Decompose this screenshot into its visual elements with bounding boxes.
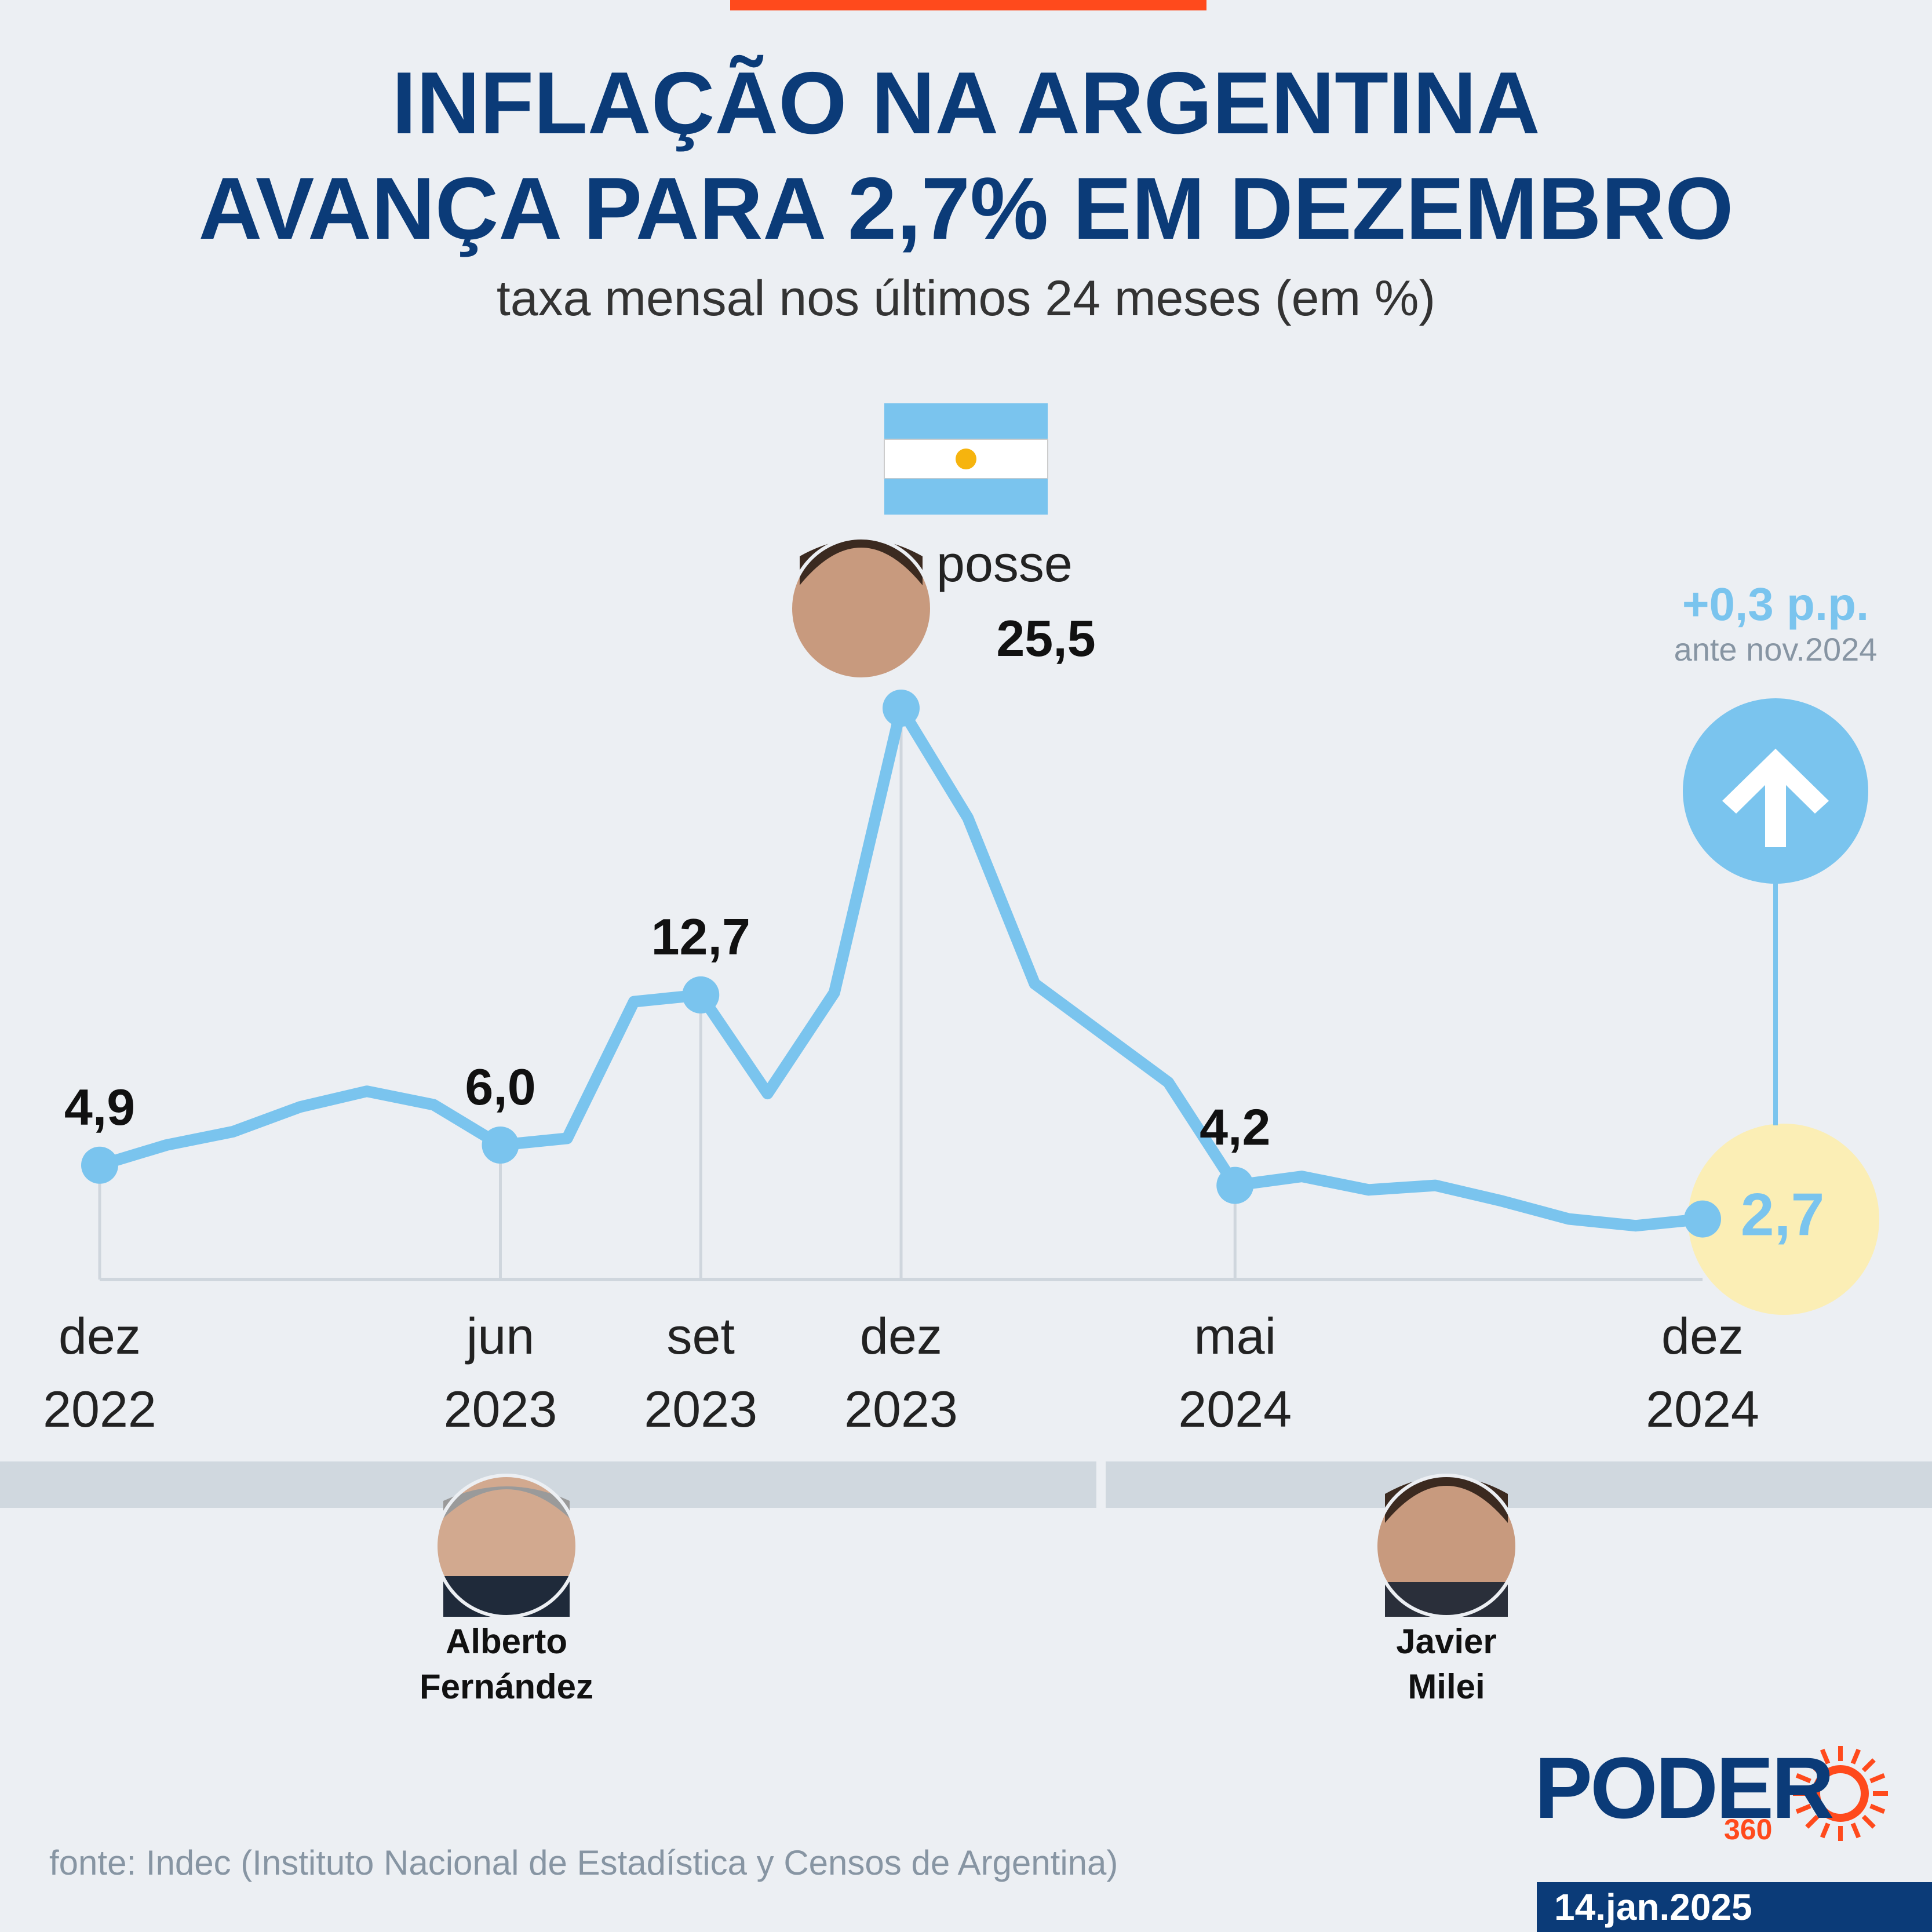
- tick-label-year: 2022: [43, 1380, 156, 1438]
- tick-label-month: dez: [860, 1307, 942, 1365]
- sun-ray: [1869, 1803, 1886, 1814]
- drop-lines: [98, 708, 1237, 1280]
- change-value: +0,3 p.p.: [1682, 578, 1869, 630]
- tick-label-month: set: [667, 1307, 735, 1365]
- sun-ray: [1820, 1822, 1831, 1839]
- data-point: [81, 1146, 118, 1184]
- up-arrow-icon: [1722, 749, 1829, 847]
- milei-name-line2: Milei: [1408, 1667, 1485, 1706]
- sun-ray: [1805, 1758, 1820, 1773]
- sun-ray: [1795, 1803, 1811, 1814]
- top-accent-bar: [730, 0, 1206, 10]
- argentina-flag-icon: [884, 403, 1048, 515]
- poder360-sun-icon: [1793, 1746, 1888, 1841]
- source-note: fonte: Indec (Instituto Nacional de Esta…: [49, 1843, 1118, 1882]
- x-tick-labels: dez 2022 jun 2023 set 2023 dez 2023 mai 2024 dez 20…: [43, 1307, 1759, 1438]
- tick-label-year: 2023: [844, 1380, 958, 1438]
- highlight-circle: [1688, 1124, 1879, 1315]
- data-label: 4,9: [64, 1078, 135, 1136]
- data-label: 2,7: [1741, 1182, 1825, 1249]
- milei-name: Javier Milei: [1342, 1619, 1551, 1709]
- subtitle: taxa mensal nos últimos 24 meses (em %): [496, 271, 1436, 326]
- data-label: 12,7: [651, 908, 750, 965]
- sun-ray: [1861, 1758, 1876, 1773]
- sun-ray: [1861, 1814, 1876, 1829]
- sun-ray: [1869, 1773, 1886, 1784]
- data-label: 6,0: [465, 1058, 535, 1116]
- tick-label-year: 2024: [1178, 1380, 1292, 1438]
- milei-portrait-top: [789, 536, 934, 681]
- data-point: [1684, 1200, 1721, 1238]
- change-note: ante nov.2024: [1674, 631, 1878, 668]
- sun-ray: [1850, 1748, 1861, 1765]
- tick-label-month: jun: [465, 1307, 534, 1365]
- posse-label: posse: [936, 535, 1073, 592]
- title-line-2: AVANÇA PARA 2,7% EM DEZEMBRO: [198, 159, 1734, 258]
- poder360-logo: PODER: [1534, 1739, 1834, 1836]
- sun-ray: [1795, 1773, 1811, 1784]
- tick-label-year: 2023: [444, 1380, 557, 1438]
- sun-ray: [1805, 1814, 1820, 1829]
- tick-label-month: dez: [1661, 1307, 1744, 1365]
- tick-label-month: dez: [59, 1307, 141, 1365]
- data-label: 4,2: [1200, 1099, 1270, 1156]
- data-point: [1216, 1167, 1254, 1204]
- title-line-1: INFLAÇÃO NA ARGENTINA: [392, 54, 1540, 152]
- sun-ray: [1820, 1748, 1831, 1765]
- milei-portrait-bottom: [1374, 1474, 1519, 1618]
- poder360-logo-number: 360: [1724, 1813, 1773, 1846]
- fernandez-name-line2: Fernández: [419, 1667, 594, 1706]
- data-label: 25,5: [996, 610, 1095, 667]
- date-badge: 14.jan.2025: [1537, 1882, 1932, 1932]
- milei-name-line1: Javier: [1396, 1622, 1497, 1661]
- sun-ray: [1850, 1822, 1861, 1839]
- data-point: [482, 1127, 519, 1164]
- fernandez-portrait: [434, 1474, 579, 1618]
- data-labels: 4,9 6,0 12,7 25,5 4,2 2,7: [64, 610, 1824, 1249]
- fernandez-name: Alberto Fernández: [402, 1619, 611, 1709]
- data-point: [682, 976, 720, 1014]
- tick-label-month: mai: [1194, 1307, 1276, 1365]
- tick-label-year: 2024: [1646, 1380, 1759, 1438]
- gov-band-milei: [1106, 1461, 1932, 1508]
- tick-label-year: 2023: [644, 1380, 757, 1438]
- data-point: [883, 690, 920, 727]
- data-points: [81, 690, 1721, 1238]
- fernandez-name-line1: Alberto: [446, 1622, 567, 1661]
